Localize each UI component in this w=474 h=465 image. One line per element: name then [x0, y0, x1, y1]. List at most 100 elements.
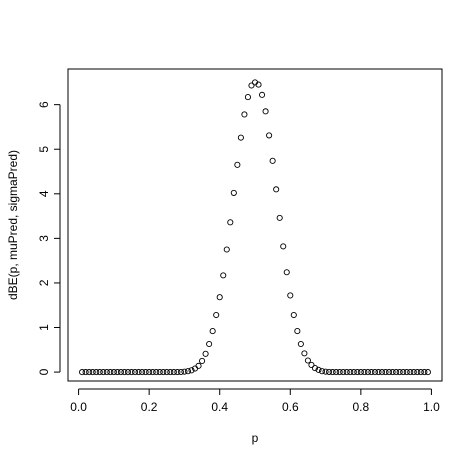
data-point [100, 369, 107, 376]
data-point [283, 269, 290, 276]
data-point [424, 369, 431, 376]
y-axis-title: dBE(p, muPred, sigmaPred) [6, 150, 20, 300]
data-point [160, 369, 167, 376]
data-point [156, 369, 163, 376]
data-point [417, 369, 424, 376]
x-tick-label: 0.0 [70, 400, 87, 414]
data-point [259, 91, 266, 98]
y-tick-label: 5 [37, 146, 51, 153]
x-tick-label: 0.8 [353, 400, 370, 414]
data-point [301, 350, 308, 357]
data-point [333, 369, 340, 376]
data-point [107, 369, 114, 376]
data-point [110, 369, 117, 376]
data-point [340, 369, 347, 376]
data-point [368, 369, 375, 376]
data-point [343, 369, 350, 376]
data-point [163, 369, 170, 376]
y-tick-label: 0 [37, 368, 51, 375]
data-point [114, 369, 121, 376]
data-point [86, 369, 93, 376]
data-point [209, 328, 216, 335]
data-point [195, 362, 202, 369]
data-point [82, 369, 89, 376]
data-point [202, 350, 209, 357]
data-point [248, 82, 255, 89]
y-tick-label: 3 [37, 235, 51, 242]
data-point [400, 369, 407, 376]
data-point [124, 369, 132, 376]
data-point [350, 369, 357, 376]
data-point [170, 369, 177, 376]
data-point [382, 369, 389, 376]
data-point [255, 81, 262, 88]
data-point [322, 368, 329, 375]
data-point [315, 366, 322, 373]
data-point [287, 292, 294, 299]
data-point [184, 368, 192, 375]
data-point [93, 369, 100, 376]
x-tick-label: 0.4 [211, 400, 228, 414]
x-axis: 0.0 0.2 0.4 0.6 0.8 1.0 [70, 388, 440, 414]
data-point [96, 369, 103, 376]
data-point [276, 214, 283, 221]
x-tick-label: 0.6 [282, 400, 299, 414]
data-point [393, 369, 400, 376]
data-point [294, 328, 301, 335]
data-point [347, 369, 354, 376]
data-point [375, 369, 382, 376]
data-point [216, 294, 223, 301]
data-point [290, 311, 297, 319]
data-point [223, 246, 230, 253]
data-point [308, 361, 315, 369]
y-axis: 0 1 2 3 4 5 6 [37, 101, 61, 375]
data-point [79, 369, 86, 376]
y-tick-label: 4 [37, 190, 51, 197]
data-point [410, 369, 417, 376]
data-point [297, 340, 304, 348]
data-point [237, 134, 244, 141]
data-point [121, 369, 128, 376]
data-point [389, 369, 396, 376]
data-point [117, 369, 124, 376]
data-point [234, 161, 241, 168]
data-point [326, 368, 333, 375]
data-point [361, 369, 368, 376]
x-axis-title: p [252, 431, 259, 445]
data-point [139, 369, 146, 376]
data-point [153, 369, 160, 376]
data-point [414, 369, 421, 376]
data-point [403, 369, 410, 376]
data-point [371, 369, 379, 376]
data-point [213, 311, 220, 319]
data-point [386, 369, 393, 376]
data-point [199, 357, 206, 364]
data-point [269, 157, 276, 164]
data-point [304, 357, 311, 364]
y-tick-label: 2 [37, 279, 51, 286]
data-point [206, 340, 213, 348]
data-point [244, 94, 251, 101]
data-point [266, 132, 273, 139]
data-point [273, 186, 280, 193]
data-point [336, 369, 343, 376]
data-point [135, 369, 142, 376]
data-point [227, 219, 234, 226]
data-point [128, 369, 135, 376]
plot-frame [67, 68, 443, 382]
data-point [407, 369, 414, 376]
data-point [142, 369, 149, 376]
data-point [177, 368, 184, 376]
data-point [174, 369, 181, 376]
data-point [241, 111, 248, 118]
data-point [220, 272, 227, 279]
data-point [103, 369, 110, 376]
data-points [79, 79, 431, 376]
data-point [318, 368, 326, 375]
data-point [329, 369, 336, 376]
data-point [421, 369, 428, 376]
data-point [354, 369, 361, 376]
data-point [230, 189, 237, 196]
data-point [146, 369, 153, 376]
